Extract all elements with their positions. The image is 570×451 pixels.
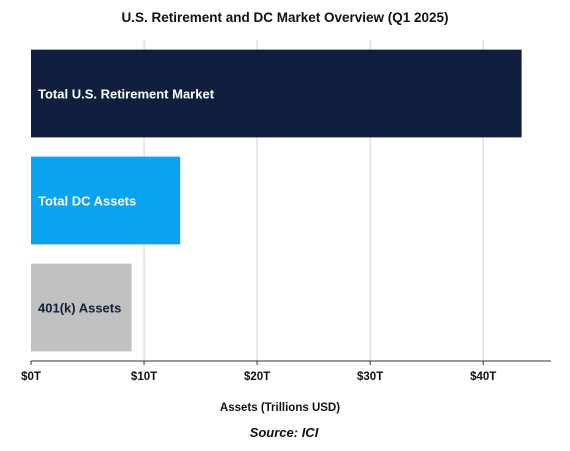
bar <box>31 263 132 352</box>
bar <box>31 49 522 138</box>
x-tick-label: $20T <box>244 371 270 383</box>
bar-label: Total DC Assets <box>38 194 136 209</box>
bar <box>31 156 181 245</box>
source-note: Source: ICI <box>250 425 319 440</box>
x-tick-label: $10T <box>131 371 157 383</box>
chart-title: U.S. Retirement and DC Market Overview (… <box>121 10 448 25</box>
bar-label: Total U.S. Retirement Market <box>38 87 215 102</box>
x-tick-label: $0T <box>21 371 41 383</box>
bar-label: 401(k) Assets <box>38 301 121 316</box>
x-tick-label: $30T <box>357 371 383 383</box>
x-tick-label: $40T <box>470 371 496 383</box>
x-axis-ticks: $0T $10T $20T $30T $40T <box>21 361 496 383</box>
x-axis-label: Assets (Trillions USD) <box>220 402 340 414</box>
bars: Total U.S. Retirement Market Total DC Ass… <box>31 49 522 352</box>
